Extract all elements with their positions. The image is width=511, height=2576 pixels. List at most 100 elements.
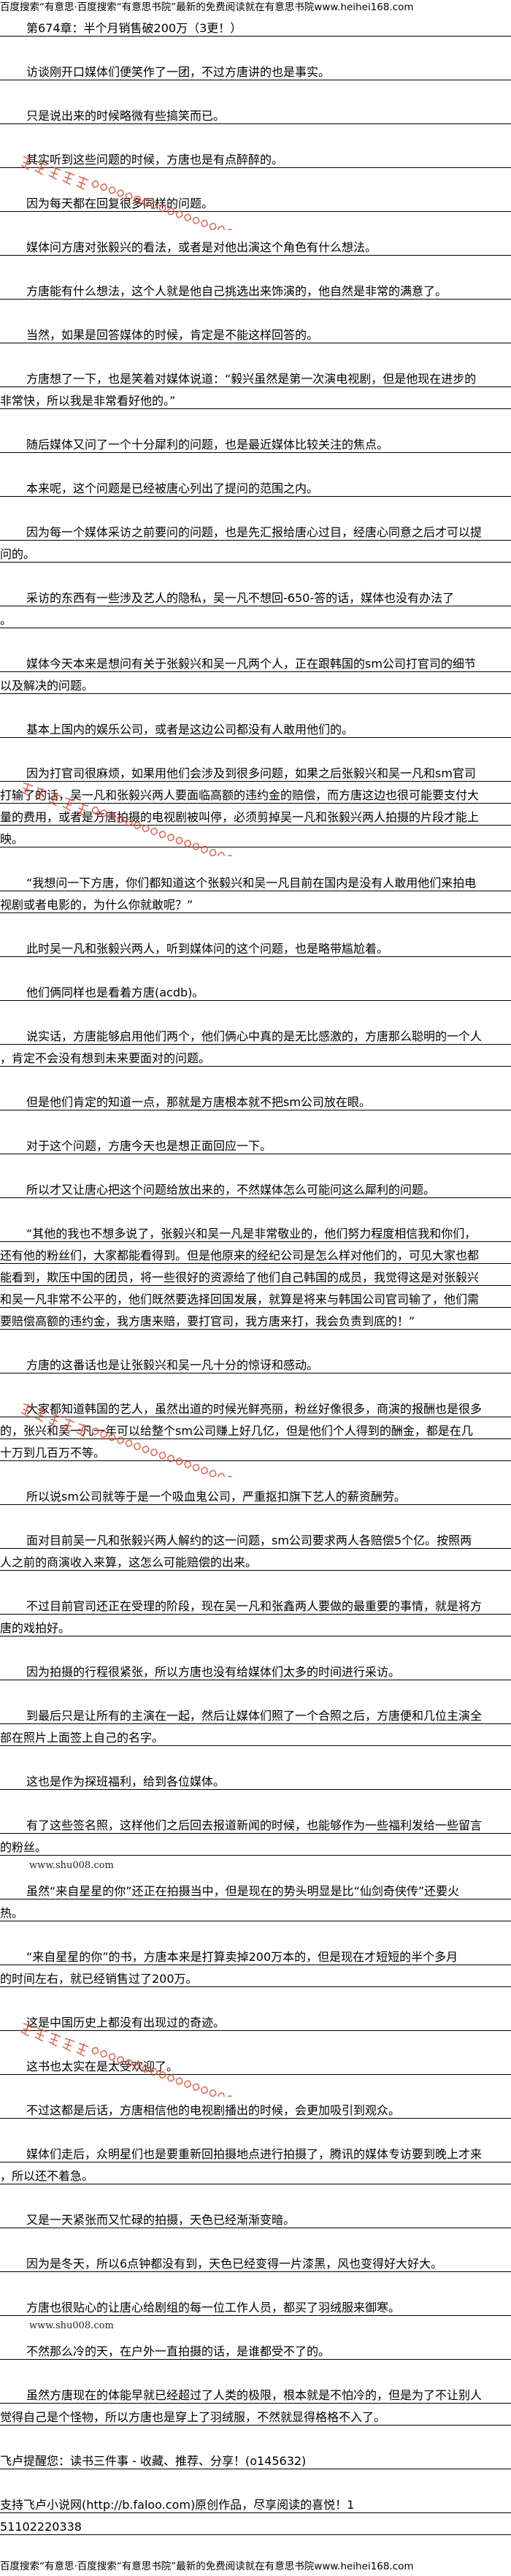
text-line: 此时吴一凡和张毅兴两人，听到媒体问的这个问题，也是略带尴尬着。 xyxy=(0,935,511,957)
paragraph: 其实听到这些问题的时候，方唐也是有点醉醉的。 xyxy=(0,146,511,168)
paragraph-spacer xyxy=(0,913,511,935)
line-text: 。 xyxy=(0,613,12,627)
text-line: 唐的戏拍好。 xyxy=(0,1615,511,1636)
text-line: ，肯定不会没有想到未来要面对的问题。 xyxy=(0,1045,511,1067)
text-line: 因为打官司很麻烦，如果用他们会涉及到很多问题，如果之后张毅兴和吴一凡和sm官司 xyxy=(0,760,511,782)
paragraph: 访谈刚开口媒体们便笑作了一团，不过方唐讲的也是事实。 xyxy=(0,58,511,80)
paragraph: 他们俩同样也是看着方唐(acdb)。 xyxy=(0,979,511,1001)
paragraph-spacer xyxy=(0,1001,511,1023)
paragraph-spacer xyxy=(0,1505,511,1527)
line-text: 视剧或者电影的，为什么你就敢呢？” xyxy=(0,898,193,912)
paragraph: 这也是作为探班福利，给到各位媒体。 xyxy=(0,1768,511,1790)
paragraph-spacer xyxy=(0,2228,511,2250)
chapter-body: 第674章：半个月销售破200万（3更！） 访谈刚开口媒体们便笑作了一团，不过方… xyxy=(0,15,511,2535)
paragraph: 随后媒体又问了一个十分犀利的问题，也是最近媒体比较关注的焦点。 xyxy=(0,431,511,453)
text-line: 部在照片上面签上自己的名字。 xyxy=(0,1724,511,1746)
paragraph-spacer: www.shu008.com xyxy=(0,2316,511,2338)
text-line: 问的。 xyxy=(0,541,511,563)
text-line: 因为是冬天，所以6点钟都没有到，天色已经变得一片漆黑，风也变得好大好大。 xyxy=(0,2250,511,2272)
paragraph: 又是一天紧张而又忙碌的拍摄，天色已经渐渐变暗。 xyxy=(0,2206,511,2228)
line-text: 51102220338 xyxy=(0,2520,82,2534)
paragraph-spacer xyxy=(0,1790,511,1812)
paragraph-spacer xyxy=(0,1746,511,1768)
text-line: 不过这都是后话，方唐相信他的电视剧播出的时候，会更加吸引到观众。 xyxy=(0,2097,511,2119)
line-text: 此时吴一凡和张毅兴两人，听到媒体问的这个问题，也是略带尴尬着。 xyxy=(26,942,389,956)
text-line: 媒体问方唐对张毅兴的看法，或者是对他出演这个角色有什么想法。 xyxy=(0,234,511,256)
paragraph-spacer xyxy=(0,847,511,869)
paragraph: 因为打官司很麻烦，如果用他们会涉及到很多问题，如果之后张毅兴和吴一凡和sm官司打… xyxy=(0,760,511,847)
paragraph-spacer xyxy=(0,212,511,234)
text-line: 大家都知道韩国的艺人，虽然出道的时候光鲜亮丽，粉丝好像很多，商演的报酬也是很多 xyxy=(0,1395,511,1417)
text-line: 不然那么冷的天，在户外一直拍摄的话，是谁都受不了的。 xyxy=(0,2338,511,2360)
paragraph: 媒体今天本来是想问有关于张毅兴和吴一凡两个人，正在跟韩国的sm公司打官司的细节以… xyxy=(0,650,511,694)
text-line: 因为每一个媒体采访之前要问的问题，也是先汇报给唐心过目，经唐心同意之后才可以提 xyxy=(0,519,511,541)
text-line: 十万到几百万不等。 xyxy=(0,1439,511,1461)
line-text: 这是中国历史上都没有出现过的奇迹。 xyxy=(26,2016,226,2030)
paragraph: 但是他们肯定的知道一点，那就是方唐根本就不把sm公司放在眼。 xyxy=(0,1089,511,1110)
line-text: 不过目前官司还正在受理的阶段，现在吴一凡和张鑫两人要做的最重要的事情，就是将方 xyxy=(26,1599,483,1613)
paragraph: 面对目前吴一凡和张毅兴两人解约的这一问题，sm公司要求两人各赔偿5个亿。按照两人… xyxy=(0,1527,511,1571)
paragraph-spacer xyxy=(0,2360,511,2382)
text-line: 还有他的粉丝们，大家都能看得到。但是他原来的经纪公司是怎么样对他们的，可见大家也… xyxy=(0,1242,511,1264)
line-text: 所以才又让唐心把这个问题给放出来的，不然媒体怎么可能问这么犀利的问题。 xyxy=(26,1183,436,1197)
line-text: 媒体问方唐对张毅兴的看法，或者是对他出演这个角色有什么想法。 xyxy=(26,240,377,254)
text-line: 虽然方唐现在的体能早就已经超过了人类的极限，根本就是不怕冷的，但是为了不让别人 xyxy=(0,2382,511,2404)
site-banner-top: 百度搜索“有意思·百度搜索“有意思书院”最新的免费阅读就在有意思书院www.he… xyxy=(0,1,414,13)
line-text: 非常快，所以我是非常看好他的。” xyxy=(0,394,176,408)
paragraph: 有了这些签名照，这样他们之后回去报道新闻的时候，也能够作为一些福利发给一些留言的… xyxy=(0,1812,511,1856)
paragraph-spacer xyxy=(0,2469,511,2491)
line-text: 因为拍摄的行程很紧张，所以方唐也没有给媒体们太多的时间进行采访。 xyxy=(26,1665,401,1679)
line-text: 虽然“来自星星的你”还正在拍摄当中，但是现在的势头明显是比“仙剑奇侠传”还要火 xyxy=(26,1884,460,1898)
footer-note: 飞卢提醒您：读书三件事 - 收藏、推荐、分享！(o145632) xyxy=(0,2447,511,2469)
line-text: 热。 xyxy=(0,1906,24,1920)
line-text: 方唐想了一下，也是笑着对媒体说道：“毅兴虽然是第一次演电视剧，但是他现在进步的 xyxy=(26,372,477,386)
paragraph-spacer xyxy=(0,1154,511,1176)
paragraph: 不然那么冷的天，在户外一直拍摄的话，是谁都受不了的。 xyxy=(0,2338,511,2360)
paragraph-spacer: www.shu008.com xyxy=(0,1856,511,1878)
line-text: 他们俩同样也是看着方唐(acdb)。 xyxy=(26,986,204,999)
paragraph-spacer xyxy=(0,1373,511,1395)
line-text: 觉得自己是个怪物，所以方唐也是穿上了羽绒服，不然就显得格格不入了。 xyxy=(0,2410,386,2424)
text-line: 媒体今天本来是想问有关于张毅兴和吴一凡两个人，正在跟韩国的sm公司打官司的细节 xyxy=(0,650,511,672)
paragraph-spacer xyxy=(0,409,511,431)
text-line: 映。 xyxy=(0,826,511,847)
paragraph: 方唐也很贴心的让唐心给剧组的每一位工作人员，都买了羽绒服来御寒。 xyxy=(0,2294,511,2316)
paragraph-spacer xyxy=(0,1198,511,1220)
line-text: 本来呢，这个问题是已经被唐心列出了提问的范围之内。 xyxy=(26,481,319,495)
line-text: 因为是冬天，所以6点钟都没有到，天色已经变得一片漆黑，风也变得好大好大。 xyxy=(26,2257,443,2271)
line-text: 又是一天紧张而又忙碌的拍摄，天色已经渐渐变暗。 xyxy=(26,2213,296,2227)
chapter-title: 第674章：半个月销售破200万（3更！） xyxy=(0,15,511,37)
text-line: 所以才又让唐心把这个问题给放出来的，不然媒体怎么可能问这么犀利的问题。 xyxy=(0,1176,511,1198)
line-text: 所以说sm公司就等于是一个吸血鬼公司，严重抠扣旗下艺人的薪资酬劳。 xyxy=(26,1490,406,1504)
line-text: 的时间左右，就已经销售过了200万。 xyxy=(0,1972,198,1986)
paragraph: 所以说sm公司就等于是一个吸血鬼公司，严重抠扣旗下艺人的薪资酬劳。 xyxy=(0,1483,511,1505)
line-text: “我想问一下方唐，你们都知道这个张毅兴和吴一凡目前在国内是没有人敢用他们来拍电 xyxy=(26,876,477,890)
text-line: 当然，如果是回答媒体的时候，肯定是不能这样回答的。 xyxy=(0,321,511,343)
paragraph: “其他的我也不想多说了，张毅兴和吴一凡是非常敬业的，他们努力程度相信我和你们， 还… xyxy=(0,1220,511,1330)
paragraph-spacer xyxy=(0,1987,511,2009)
line-text: ，肯定不会没有想到未来要面对的问题。 xyxy=(0,1051,211,1065)
text-line: 的粉丝。 xyxy=(0,1834,511,1856)
paragraph-spacer xyxy=(0,37,511,58)
paragraph-spacer xyxy=(0,168,511,190)
paragraph-spacer xyxy=(0,1110,511,1132)
paragraph: 媒体们走后，众明星们也是要重新回拍摄地点进行拍摄了，腾讯的媒体专访要到晚上才来 ，… xyxy=(0,2141,511,2184)
chapter-title-text: 第674章：半个月销售破200万（3更！） xyxy=(26,21,242,35)
line-text: 不然那么冷的天，在户外一直拍摄的话，是谁都受不了的。 xyxy=(26,2344,331,2358)
text-line: 人之前的商演收入来算，这怎么可能赔偿的出来。 xyxy=(0,1549,511,1571)
text-line: 又是一天紧张而又忙碌的拍摄，天色已经渐渐变暗。 xyxy=(0,2206,511,2228)
paragraph-spacer xyxy=(0,343,511,365)
text-line: 基本上国内的娱乐公司，或者是这边公司都没有人敢用他们的。 xyxy=(0,716,511,738)
line-text: 虽然方唐现在的体能早就已经超过了人类的极限，根本就是不怕冷的，但是为了不让别人 xyxy=(26,2388,483,2402)
text-line: 面对目前吴一凡和张毅兴两人解约的这一问题，sm公司要求两人各赔偿5个亿。按照两 xyxy=(0,1527,511,1549)
inline-watermark: www.shu008.com xyxy=(29,2320,114,2331)
line-text: 这书也太实在是太受欢迎了。 xyxy=(26,2059,179,2073)
paragraph: 此时吴一凡和张毅兴两人，听到媒体问的这个问题，也是略带尴尬着。 xyxy=(0,935,511,957)
text-line: 因为每天都在回复很多同样的问题。 xyxy=(0,190,511,212)
paragraph: 不过目前官司还正在受理的阶段，现在吴一凡和张鑫两人要做的最重要的事情，就是将方唐… xyxy=(0,1593,511,1636)
text-line: 量的费用，或者是方唐拍摄的电视剧被叫停，必须剪掉吴一凡和张毅兴两人拍摄的片段才能… xyxy=(0,804,511,826)
paragraph: 只是说出来的时候略微有些搞笑而已。 xyxy=(0,102,511,124)
text-line: 虽然“来自星星的你”还正在拍摄当中，但是现在的势头明显是比“仙剑奇侠传”还要火 xyxy=(0,1878,511,1899)
line-text: 因为每天都在回复很多同样的问题。 xyxy=(26,197,214,210)
paragraph-spacer xyxy=(0,1067,511,1089)
